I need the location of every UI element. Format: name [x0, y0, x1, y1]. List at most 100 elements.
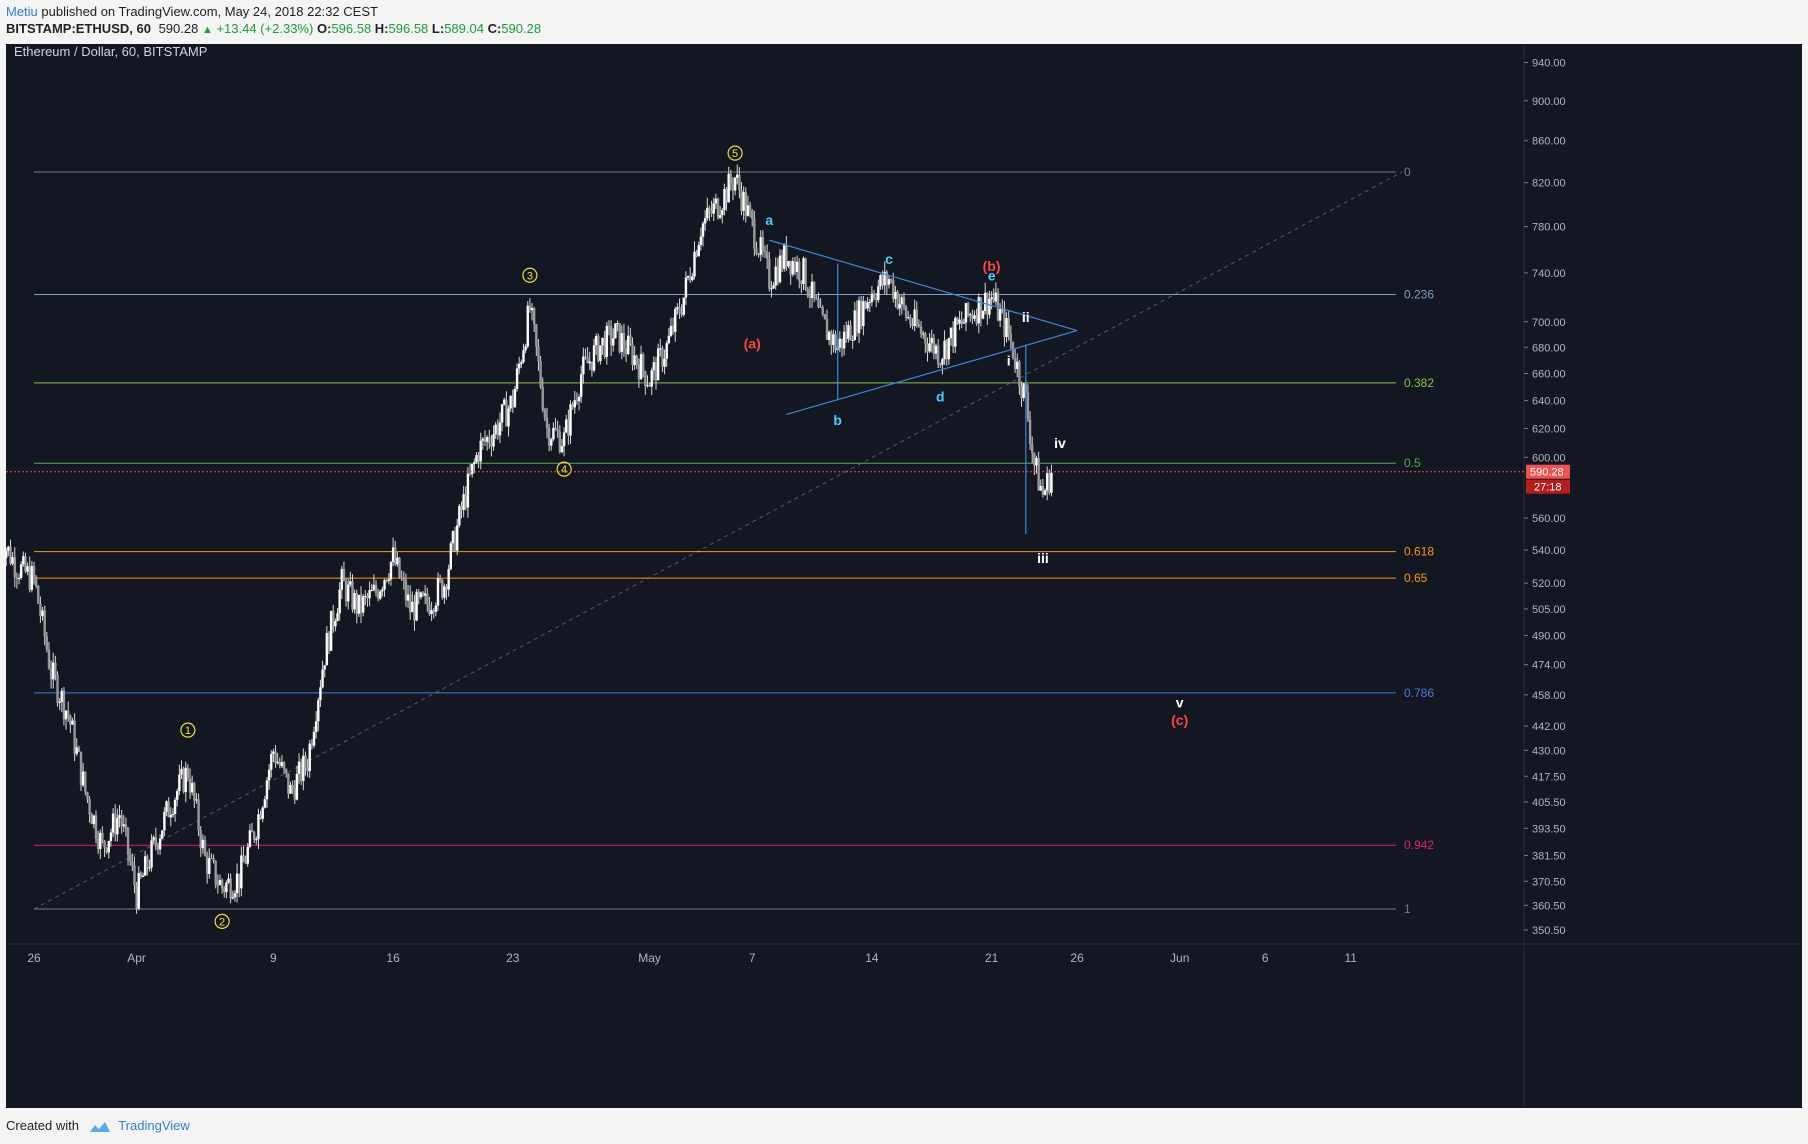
candle-body [511, 395, 514, 408]
candle-body [240, 855, 243, 889]
candle-body [603, 337, 606, 357]
candle-body [930, 337, 933, 344]
candle-body [795, 261, 799, 273]
candle-body [496, 424, 500, 436]
candle-body [526, 305, 529, 347]
candle-body [661, 348, 664, 367]
candle-body [969, 314, 972, 316]
wave-label-circle [556, 461, 572, 477]
candle-body [56, 674, 59, 703]
candle-body [725, 188, 728, 203]
candle-body [973, 315, 976, 319]
candle-body [361, 596, 365, 613]
candle-body [817, 299, 820, 308]
y-tick-label: 780.00 [1532, 222, 1566, 234]
candle-body [733, 177, 737, 191]
candle-body [798, 261, 801, 281]
candle-body [550, 439, 553, 446]
candle-body [620, 333, 624, 352]
candle-body [468, 473, 472, 475]
candle-body [765, 252, 769, 259]
candle-body [522, 350, 525, 363]
candle-body [460, 505, 463, 510]
candle-body [996, 292, 1000, 321]
candle-body [654, 362, 658, 381]
candle-body [1033, 453, 1036, 466]
candle-body [428, 604, 431, 615]
candle-body [477, 455, 480, 462]
candle-body [210, 857, 213, 859]
candle-body [186, 767, 190, 779]
candle-body [780, 255, 784, 269]
candle-body [436, 578, 440, 606]
candle-body [964, 303, 968, 323]
y-tick-label: 520.00 [1532, 578, 1566, 590]
candle-body [349, 581, 352, 585]
y-tick-label: 458.00 [1532, 690, 1566, 702]
candle-body [208, 857, 211, 874]
candle-body [783, 245, 786, 269]
candle-body [541, 386, 544, 410]
open-label: O: [316, 21, 332, 36]
candle-body [998, 309, 1002, 321]
candle-body [456, 525, 459, 551]
candle-body [656, 348, 660, 381]
author-link[interactable]: Metiu [6, 4, 38, 19]
candle-body [261, 807, 264, 819]
candle-body [691, 276, 694, 281]
wave-label: ii [1022, 309, 1030, 325]
x-tick-label: 16 [386, 951, 400, 965]
candle-body [370, 590, 373, 592]
candle-body [674, 308, 677, 332]
candle-body [49, 668, 53, 680]
candle-body [515, 368, 519, 390]
candle-body [7, 546, 10, 551]
candle-body [851, 339, 854, 341]
y-tick-label: 740.00 [1532, 268, 1566, 280]
candle-body [325, 632, 329, 666]
wave-label: 4 [561, 464, 567, 476]
candle-body [118, 815, 121, 819]
candle-body [248, 830, 252, 847]
candle-body [1005, 318, 1008, 338]
candle-body [641, 354, 645, 372]
candle-body [184, 767, 187, 793]
candle-body [755, 248, 758, 255]
footer: Created with TradingView [6, 1118, 190, 1133]
candle-body [246, 846, 249, 864]
candle-body [503, 399, 506, 405]
candle-body [646, 385, 649, 387]
candle-body [178, 774, 181, 792]
candle-body [419, 592, 423, 598]
candle-body [659, 348, 662, 350]
candle-body [951, 327, 955, 347]
chart-panel[interactable]: Ethereum / Dollar, 60, BITSTAMP 940.00 900… [0, 44, 1802, 1108]
candle-body [962, 322, 966, 324]
candle-body [746, 205, 750, 216]
candle-body [120, 815, 123, 827]
candle-body [163, 811, 166, 831]
price-chart[interactable]: Ethereum / Dollar, 60, BITSTAMP940.00900… [0, 44, 1802, 1108]
candle-body [759, 237, 762, 255]
candle-body [945, 340, 948, 360]
candle-body [562, 432, 566, 447]
candle-body [135, 885, 138, 909]
candle-body [545, 417, 549, 429]
candle-body [426, 593, 429, 605]
x-tick-label: 26 [1070, 951, 1084, 965]
tradingview-link[interactable]: TradingView [118, 1118, 190, 1133]
candle-body [449, 543, 453, 569]
y-tick-label: 680.00 [1532, 342, 1566, 354]
candle-body [684, 277, 688, 298]
candle-body [218, 880, 222, 885]
candle-body [791, 261, 795, 275]
candle-body [107, 840, 111, 853]
candle-body [800, 280, 803, 284]
candle-body [729, 173, 733, 185]
candle-body [310, 743, 314, 746]
candle-body [714, 198, 718, 204]
candle-body [990, 297, 993, 300]
candle-body [409, 594, 412, 613]
candle-body [270, 753, 273, 770]
candle-body [840, 338, 844, 349]
